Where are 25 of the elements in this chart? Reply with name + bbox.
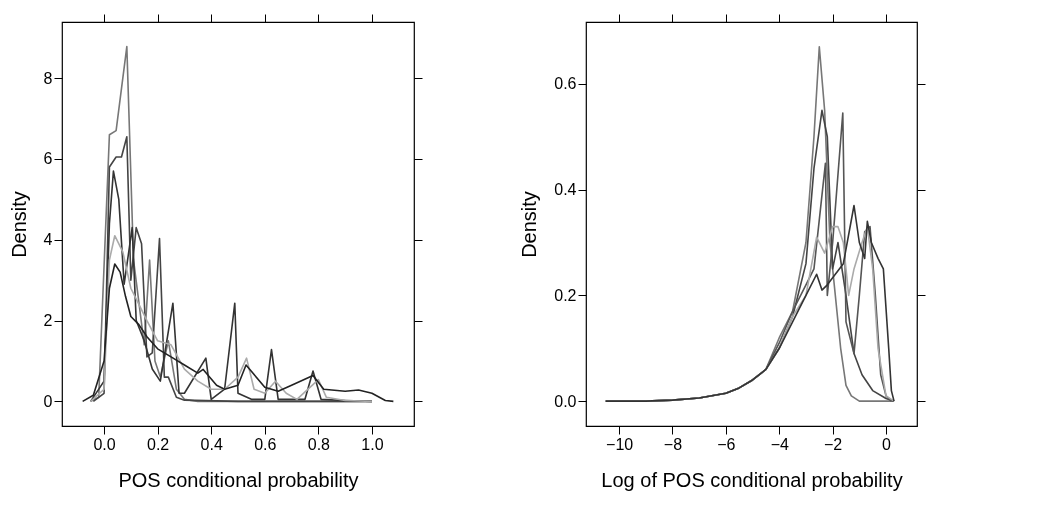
x-tick-label: 0 <box>882 435 892 453</box>
y-axis-title: Density <box>518 191 541 258</box>
y-tick-label: 6 <box>43 150 53 168</box>
y-tick-label: 2 <box>43 312 53 330</box>
x-tick-label: 1.0 <box>361 435 384 453</box>
y-tick-label: 4 <box>43 231 53 249</box>
x-tick-label: −8 <box>663 435 683 453</box>
x-tick-label: 0.6 <box>254 435 277 453</box>
x-tick-label: 0.4 <box>200 435 223 453</box>
y-tick-label: 0.4 <box>554 181 577 199</box>
y-tick-label: 0.6 <box>554 75 577 93</box>
y-tick-label: 0 <box>43 392 53 410</box>
x-tick-label: 0.0 <box>93 435 116 453</box>
x-axis-title: POS conditional probability <box>118 468 359 491</box>
x-tick-label: 0.2 <box>147 435 170 453</box>
x-tick-label: −6 <box>717 435 736 453</box>
x-tick-label: −2 <box>824 435 843 453</box>
x-tick-label: −4 <box>770 435 789 453</box>
x-tick-label: −10 <box>606 435 634 453</box>
y-tick-label: 0.0 <box>554 392 577 410</box>
x-tick-label: 0.8 <box>307 435 331 453</box>
y-tick-label: 8 <box>43 69 53 87</box>
x-axis-title: Log of POS conditional probability <box>601 468 903 491</box>
y-axis-title: Density <box>7 191 30 258</box>
y-tick-label: 0.2 <box>554 286 577 304</box>
